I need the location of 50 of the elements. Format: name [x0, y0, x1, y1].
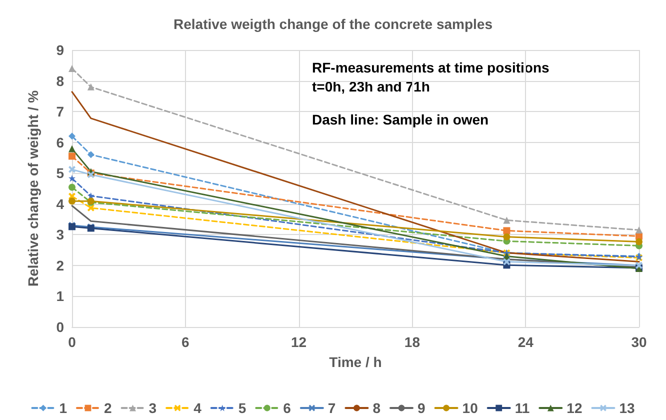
legend-label: 13: [619, 400, 636, 416]
chart-title: Relative weigth change of the concrete samples: [174, 16, 493, 32]
y-tick-label: 6: [56, 134, 64, 150]
point: [503, 258, 510, 266]
y-tick-label: 0: [56, 319, 64, 335]
y-tick-label: 1: [56, 288, 64, 304]
x-tick-label: 0: [68, 334, 76, 350]
point: [68, 198, 76, 205]
point: [503, 233, 510, 240]
point: [636, 226, 642, 234]
x-axis-title: Time / h: [329, 354, 382, 370]
y-tick-label: 4: [56, 196, 64, 212]
point: [68, 184, 76, 191]
annotation: Dash line: Sample in owen: [312, 112, 489, 128]
y-tick-label: 8: [56, 72, 64, 89]
legend-label: 4: [194, 400, 202, 416]
point: [87, 151, 94, 158]
legend-label: 10: [462, 400, 478, 416]
legend-label: 11: [514, 400, 530, 416]
x-tick-label: 18: [404, 334, 420, 350]
legend-label: 9: [417, 400, 426, 416]
x-tick-label: 6: [182, 334, 190, 350]
x-tick-label: 30: [631, 334, 647, 350]
legend-label: 3: [148, 400, 157, 416]
legend-label: 7: [328, 400, 336, 416]
point: [503, 227, 510, 234]
y-tick-label: 7: [56, 104, 64, 120]
y-tick-label: 9: [56, 42, 64, 58]
point: [68, 152, 76, 160]
legend-label: 5: [238, 400, 246, 416]
annotation: RF-measurements at time positions t=0h, 23h and 71h: [312, 60, 550, 94]
point: [68, 166, 76, 173]
point: [87, 83, 94, 90]
x-tick-label: 12: [291, 334, 307, 350]
point: [68, 145, 76, 152]
y-tick-label: 2: [56, 257, 64, 274]
legend-label: 12: [566, 400, 582, 416]
point: [68, 64, 76, 72]
y-tick-label: 5: [56, 165, 64, 182]
x-tick-label: 24: [518, 334, 534, 350]
point: [636, 238, 642, 246]
point: [503, 216, 510, 224]
point: [68, 132, 76, 140]
legend-label: 2: [104, 400, 112, 416]
legend-label: 8: [372, 400, 381, 416]
y-tick-label: 3: [56, 226, 64, 243]
point: [68, 174, 76, 182]
y-axis-title: Relative change of weight / %: [25, 90, 41, 287]
point: [87, 204, 94, 212]
legend-label: 6: [283, 400, 292, 416]
